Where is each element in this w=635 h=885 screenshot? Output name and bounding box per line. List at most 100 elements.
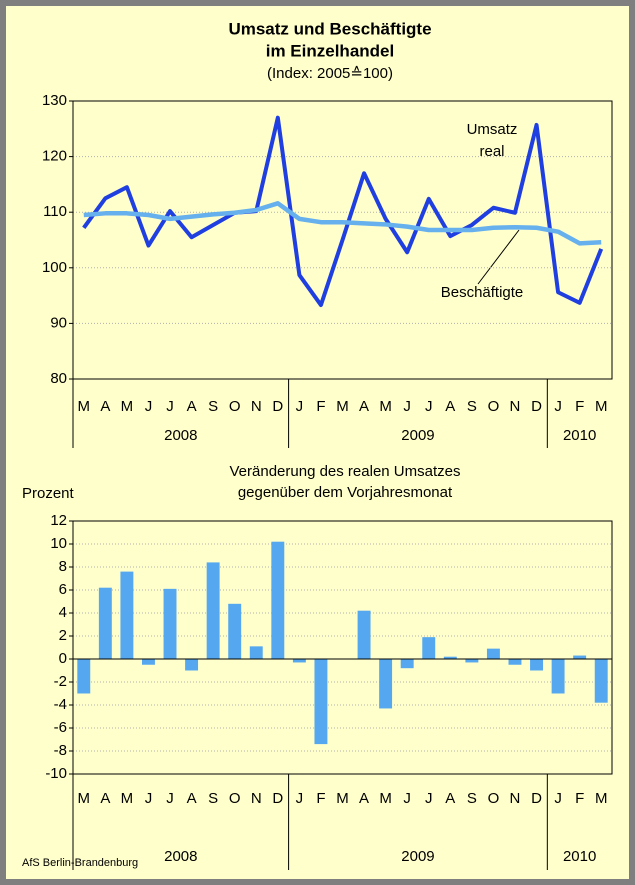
y-tick-label: -4 bbox=[54, 696, 67, 713]
x-tick-label: N bbox=[251, 790, 262, 807]
x-tick-label: M bbox=[595, 790, 608, 807]
y-tick-label: 12 bbox=[50, 512, 67, 529]
x-tick-label: S bbox=[208, 790, 218, 807]
x-tick-label: J bbox=[166, 790, 174, 807]
annotation-pointer bbox=[477, 229, 520, 285]
chart-title: Umsatz und Beschäftigte bbox=[228, 19, 431, 38]
x-tick-label: N bbox=[251, 398, 262, 415]
x-tick-label: A bbox=[359, 398, 369, 415]
x-tick-label: M bbox=[379, 398, 392, 415]
x-tick-label: J bbox=[554, 398, 562, 415]
x-tick-label: J bbox=[145, 398, 153, 415]
bar bbox=[486, 648, 500, 659]
chart-title: im Einzelhandel bbox=[266, 41, 394, 60]
x-tick-label: J bbox=[296, 398, 304, 415]
bar bbox=[163, 588, 177, 659]
x-tick-label: D bbox=[272, 398, 283, 415]
x-tick-label: A bbox=[187, 790, 197, 807]
x-tick-label: A bbox=[100, 790, 110, 807]
x-tick-label: M bbox=[78, 398, 91, 415]
y-tick-label: 2 bbox=[59, 627, 67, 644]
plot-frame bbox=[72, 520, 613, 775]
x-tick-label: J bbox=[425, 398, 433, 415]
y-tick-label: 130 bbox=[42, 92, 67, 109]
y-axis-label: Prozent bbox=[22, 485, 75, 502]
x-tick-label: M bbox=[121, 398, 134, 415]
y-tick-label: -6 bbox=[54, 719, 67, 736]
x-tick-label: F bbox=[575, 790, 584, 807]
x-tick-label: M bbox=[595, 398, 608, 415]
x-tick-label: O bbox=[488, 790, 500, 807]
y-tick-label: 80 bbox=[50, 370, 67, 387]
x-tick-label: A bbox=[187, 398, 197, 415]
annotation: Beschäftigte bbox=[441, 284, 524, 301]
y-tick-label: 110 bbox=[43, 203, 67, 220]
x-tick-label: O bbox=[229, 398, 241, 415]
year-label: 2009 bbox=[401, 848, 434, 865]
bar bbox=[508, 659, 522, 665]
x-tick-label: J bbox=[145, 790, 153, 807]
bar bbox=[357, 610, 371, 659]
y-tick-label: -2 bbox=[54, 673, 67, 690]
line-series bbox=[83, 201, 602, 246]
y-tick-label: 100 bbox=[42, 259, 67, 276]
bar bbox=[465, 659, 479, 663]
y-tick-label: 120 bbox=[42, 148, 67, 165]
x-tick-label: M bbox=[379, 790, 392, 807]
bar bbox=[594, 659, 608, 703]
x-tick-label: M bbox=[121, 790, 134, 807]
x-tick-label: S bbox=[467, 398, 477, 415]
y-tick-label: 8 bbox=[59, 558, 67, 575]
x-tick-label: M bbox=[336, 398, 349, 415]
year-label: 2010 bbox=[563, 427, 596, 444]
bar bbox=[292, 659, 306, 663]
bar bbox=[271, 541, 285, 659]
chart-title: gegenüber dem Vorjahresmonat bbox=[238, 484, 453, 501]
line-series bbox=[82, 115, 604, 308]
bar bbox=[228, 603, 242, 659]
x-tick-label: A bbox=[100, 398, 110, 415]
x-tick-label: A bbox=[445, 398, 455, 415]
year-label: 2008 bbox=[164, 427, 197, 444]
y-tick-label: 0 bbox=[59, 650, 67, 667]
bar bbox=[141, 659, 155, 665]
bar bbox=[249, 646, 263, 659]
x-tick-label: N bbox=[510, 790, 521, 807]
x-tick-label: M bbox=[336, 790, 349, 807]
x-tick-label: D bbox=[531, 398, 542, 415]
x-tick-label: F bbox=[316, 790, 325, 807]
x-tick-label: S bbox=[467, 790, 477, 807]
x-tick-label: O bbox=[488, 398, 500, 415]
x-tick-label: F bbox=[575, 398, 584, 415]
bar bbox=[443, 656, 457, 659]
bar bbox=[573, 655, 587, 659]
chart-title: Veränderung des realen Umsatzes bbox=[230, 463, 461, 480]
x-tick-label: O bbox=[229, 790, 241, 807]
x-tick-label: D bbox=[531, 790, 542, 807]
x-tick-label: J bbox=[403, 790, 411, 807]
x-tick-label: D bbox=[272, 790, 283, 807]
bar bbox=[530, 659, 544, 671]
bar bbox=[422, 637, 436, 659]
x-tick-label: N bbox=[510, 398, 521, 415]
x-tick-label: S bbox=[208, 398, 218, 415]
y-tick-label: 10 bbox=[50, 535, 67, 552]
x-tick-label: A bbox=[359, 790, 369, 807]
bar bbox=[551, 659, 565, 694]
annotation: Umsatz bbox=[467, 121, 518, 138]
x-tick-label: J bbox=[403, 398, 411, 415]
bar bbox=[185, 659, 199, 671]
year-label: 2008 bbox=[164, 848, 197, 865]
x-tick-label: J bbox=[296, 790, 304, 807]
x-tick-label: J bbox=[425, 790, 433, 807]
chart-subtitle: (Index: 2005≙100) bbox=[267, 65, 393, 82]
x-tick-label: A bbox=[445, 790, 455, 807]
y-tick-label: 4 bbox=[59, 604, 67, 621]
year-label: 2009 bbox=[401, 427, 434, 444]
bar bbox=[77, 659, 91, 694]
x-tick-label: J bbox=[166, 398, 174, 415]
x-tick-label: M bbox=[78, 790, 91, 807]
year-label: 2010 bbox=[563, 848, 596, 865]
y-tick-label: -8 bbox=[54, 742, 67, 759]
